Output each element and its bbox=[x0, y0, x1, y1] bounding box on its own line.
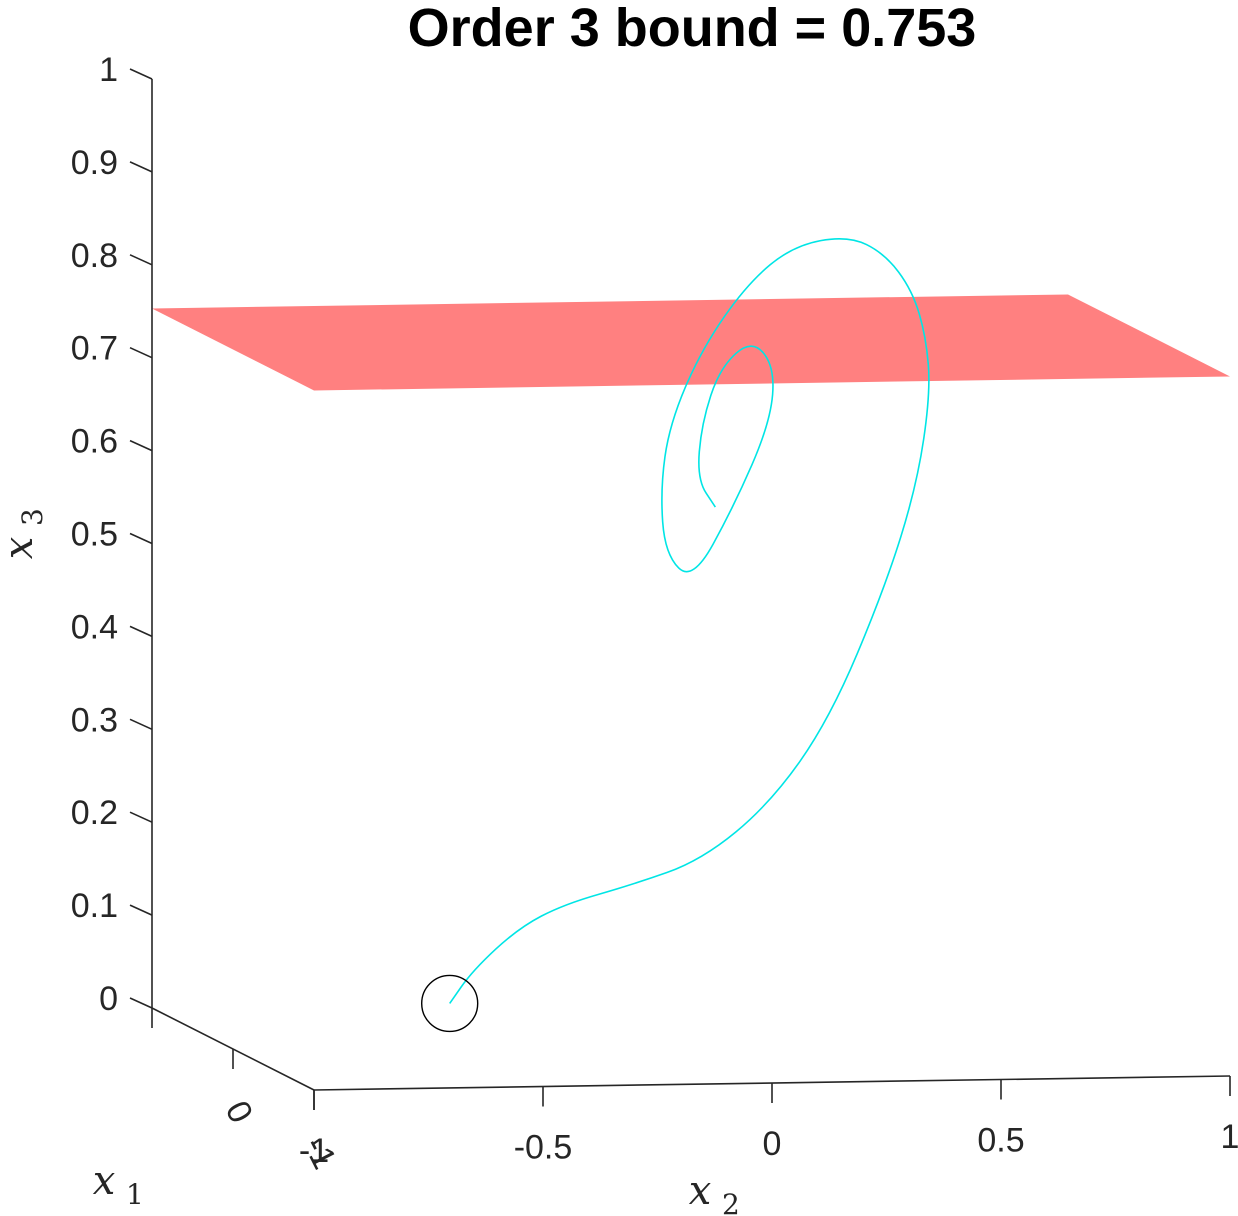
axes-layer: -1 -0.5 0 0.5 1-1000.10.20.30.40.50.60.70.80… bbox=[71, 51, 1238, 1175]
x2-axis-title-subscript: 2 bbox=[722, 1188, 740, 1216]
x3-axis-title-text: x bbox=[0, 537, 42, 560]
x3-tick bbox=[129, 811, 153, 823]
x1-axis-title-subscript: 1 bbox=[126, 1178, 144, 1211]
x2-tick-label: -1 bbox=[299, 1132, 329, 1170]
x3-tick bbox=[129, 439, 153, 452]
chart-title: Order 3 bound = 0.753 bbox=[408, 0, 977, 58]
initial-point-marker bbox=[421, 974, 479, 1033]
x3-tick-label: 0.8 bbox=[71, 237, 118, 275]
x3-tick-label: 0.6 bbox=[71, 423, 118, 461]
x3-tick-label: 0.1 bbox=[71, 887, 118, 925]
label-layer: x 2x 1x3 bbox=[0, 508, 740, 1216]
x3-tick-label: 0 bbox=[99, 980, 118, 1018]
x3-tick-label: 1 bbox=[99, 51, 118, 89]
x3-tick-label: 0.4 bbox=[71, 608, 118, 646]
x2-tick-label: 0 bbox=[763, 1125, 782, 1163]
x3-tick bbox=[129, 68, 153, 80]
x3-tick bbox=[129, 161, 153, 173]
x3-tick bbox=[129, 625, 153, 638]
x3-tick bbox=[129, 532, 153, 545]
x3-tick-label: 0.2 bbox=[71, 794, 118, 832]
x3-tick bbox=[129, 997, 153, 1009]
x2-tick-label: 0.5 bbox=[977, 1122, 1024, 1160]
x1-axis-title-text: x bbox=[93, 1158, 116, 1204]
x3-tick-label: 0.7 bbox=[71, 330, 118, 368]
x3-tick bbox=[129, 346, 153, 359]
x3-axis-title-subscript: 3 bbox=[16, 508, 49, 526]
x3-tick bbox=[129, 718, 153, 731]
trajectory-line bbox=[449, 238, 930, 1004]
x3-axis-title: x3 bbox=[0, 508, 49, 559]
bound-plane bbox=[152, 294, 1230, 391]
x2-tick-label: 1 bbox=[1221, 1118, 1238, 1156]
x3-tick-label: 0.9 bbox=[71, 144, 118, 182]
x3-tick bbox=[129, 254, 153, 266]
x2-tick-label: -0.5 bbox=[514, 1129, 573, 1167]
x3-tick bbox=[129, 904, 153, 916]
x3-tick-label: 0.3 bbox=[71, 701, 118, 739]
x1-tick-label: 0 bbox=[218, 1095, 260, 1129]
data-layer bbox=[421, 238, 930, 1033]
x3-tick-label: 0.5 bbox=[71, 516, 118, 554]
x2-axis-title-text: x bbox=[689, 1168, 712, 1214]
bound-plane-layer bbox=[152, 294, 1230, 391]
